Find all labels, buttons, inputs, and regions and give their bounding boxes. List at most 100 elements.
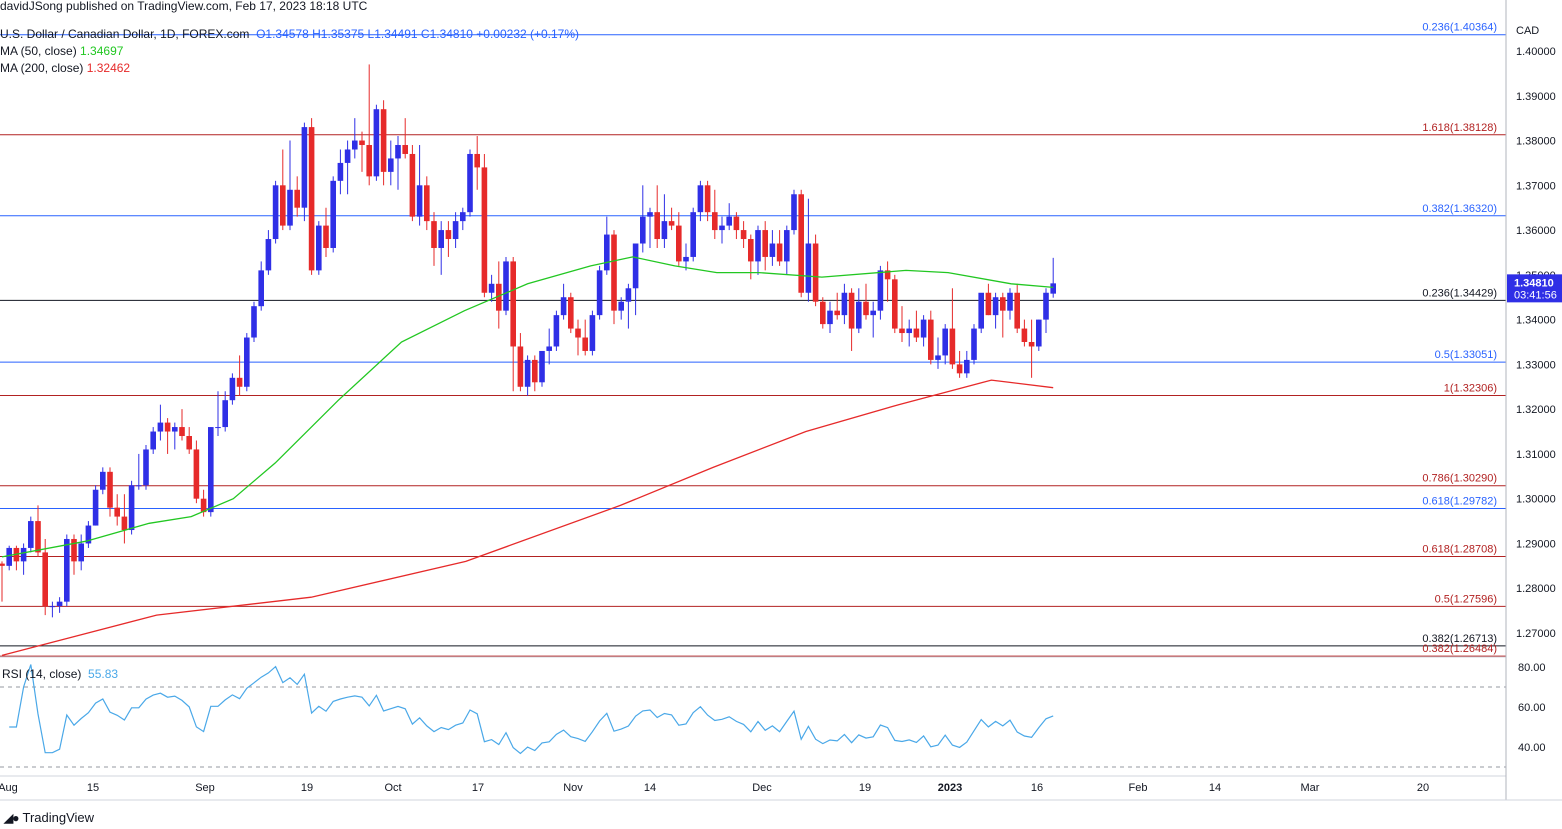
candle[interactable]	[460, 207, 466, 231]
candle[interactable]	[690, 207, 696, 262]
candle[interactable]	[143, 444, 149, 490]
candle[interactable]	[258, 261, 264, 311]
candle[interactable]	[863, 283, 869, 320]
footer-brand[interactable]: ◢● TradingView	[4, 810, 94, 825]
candle[interactable]	[892, 274, 898, 334]
candle[interactable]	[0, 561, 5, 602]
candle[interactable]	[524, 355, 531, 396]
candle[interactable]	[654, 185, 660, 248]
candle[interactable]	[136, 453, 142, 490]
candle[interactable]	[712, 189, 718, 240]
candle[interactable]	[791, 189, 797, 235]
candle[interactable]	[28, 516, 34, 553]
candle[interactable]	[352, 118, 358, 159]
candle[interactable]	[416, 145, 423, 226]
candle[interactable]	[49, 601, 56, 618]
candle[interactable]	[611, 230, 617, 325]
candle[interactable]	[359, 131, 365, 172]
candle[interactable]	[582, 319, 588, 356]
candle[interactable]	[733, 212, 740, 240]
candle[interactable]	[769, 230, 776, 266]
candle[interactable]	[244, 333, 250, 392]
candle[interactable]	[215, 391, 221, 437]
candle[interactable]	[431, 212, 437, 266]
candle[interactable]	[265, 230, 272, 275]
candle[interactable]	[337, 149, 344, 195]
candle[interactable]	[56, 597, 63, 613]
candle[interactable]	[985, 283, 992, 316]
candle[interactable]	[1014, 283, 1020, 334]
ma200-legend[interactable]: MA (200, close) 1.32462	[0, 61, 130, 75]
candle[interactable]	[157, 404, 164, 441]
candle[interactable]	[776, 230, 783, 266]
candle[interactable]	[186, 427, 192, 454]
candles[interactable]	[0, 64, 1056, 618]
candle[interactable]	[395, 136, 401, 190]
candle[interactable]	[841, 283, 848, 325]
candle[interactable]	[870, 301, 876, 338]
candle[interactable]	[402, 118, 408, 159]
candle[interactable]	[344, 140, 351, 195]
candle[interactable]	[323, 207, 329, 257]
candle[interactable]	[992, 292, 999, 329]
candle[interactable]	[229, 373, 236, 405]
candle[interactable]	[704, 180, 711, 222]
candle[interactable]	[877, 265, 884, 320]
candle[interactable]	[856, 288, 862, 334]
candle[interactable]	[668, 207, 675, 231]
candle[interactable]	[661, 194, 668, 248]
candle[interactable]	[388, 140, 394, 186]
candle[interactable]	[503, 256, 509, 316]
candle[interactable]	[820, 297, 826, 329]
candle[interactable]	[928, 310, 934, 365]
candle[interactable]	[64, 534, 70, 607]
candle[interactable]	[71, 534, 77, 575]
candle[interactable]	[726, 203, 732, 231]
candle[interactable]	[92, 485, 99, 526]
candle[interactable]	[913, 310, 920, 342]
candle[interactable]	[762, 221, 768, 271]
candle[interactable]	[380, 100, 387, 186]
candle[interactable]	[517, 333, 524, 392]
candle[interactable]	[424, 176, 430, 231]
candle[interactable]	[236, 355, 243, 396]
candle[interactable]	[114, 494, 120, 526]
candle[interactable]	[301, 122, 308, 222]
candle[interactable]	[409, 145, 416, 222]
candle[interactable]	[604, 216, 610, 275]
candle[interactable]	[128, 480, 135, 535]
candle[interactable]	[510, 256, 516, 392]
candle[interactable]	[956, 350, 963, 378]
candle[interactable]	[568, 292, 574, 334]
candle[interactable]	[1021, 319, 1028, 347]
candle[interactable]	[308, 118, 315, 275]
candle[interactable]	[20, 543, 27, 575]
candle[interactable]	[740, 221, 747, 248]
candle[interactable]	[150, 427, 156, 454]
candle[interactable]	[884, 261, 891, 302]
candle[interactable]	[172, 422, 178, 450]
candle[interactable]	[193, 440, 200, 504]
candle[interactable]	[496, 261, 502, 329]
candle[interactable]	[208, 427, 214, 517]
candle[interactable]	[978, 292, 984, 334]
candle[interactable]	[488, 274, 495, 302]
candle[interactable]	[539, 350, 545, 387]
candle[interactable]	[971, 324, 977, 365]
candle[interactable]	[294, 176, 300, 217]
candle[interactable]	[42, 538, 48, 616]
candle[interactable]	[366, 64, 372, 186]
candle[interactable]	[625, 283, 632, 329]
candle[interactable]	[200, 489, 207, 517]
candle[interactable]	[964, 350, 970, 378]
candle[interactable]	[107, 467, 113, 517]
candle[interactable]	[35, 505, 41, 557]
candle[interactable]	[812, 234, 819, 307]
candle[interactable]	[1000, 292, 1006, 338]
candle[interactable]	[755, 225, 761, 275]
candle[interactable]	[683, 243, 689, 271]
candle[interactable]	[1050, 257, 1056, 298]
candle[interactable]	[560, 283, 567, 320]
candle[interactable]	[251, 301, 257, 342]
candle[interactable]	[784, 225, 790, 275]
